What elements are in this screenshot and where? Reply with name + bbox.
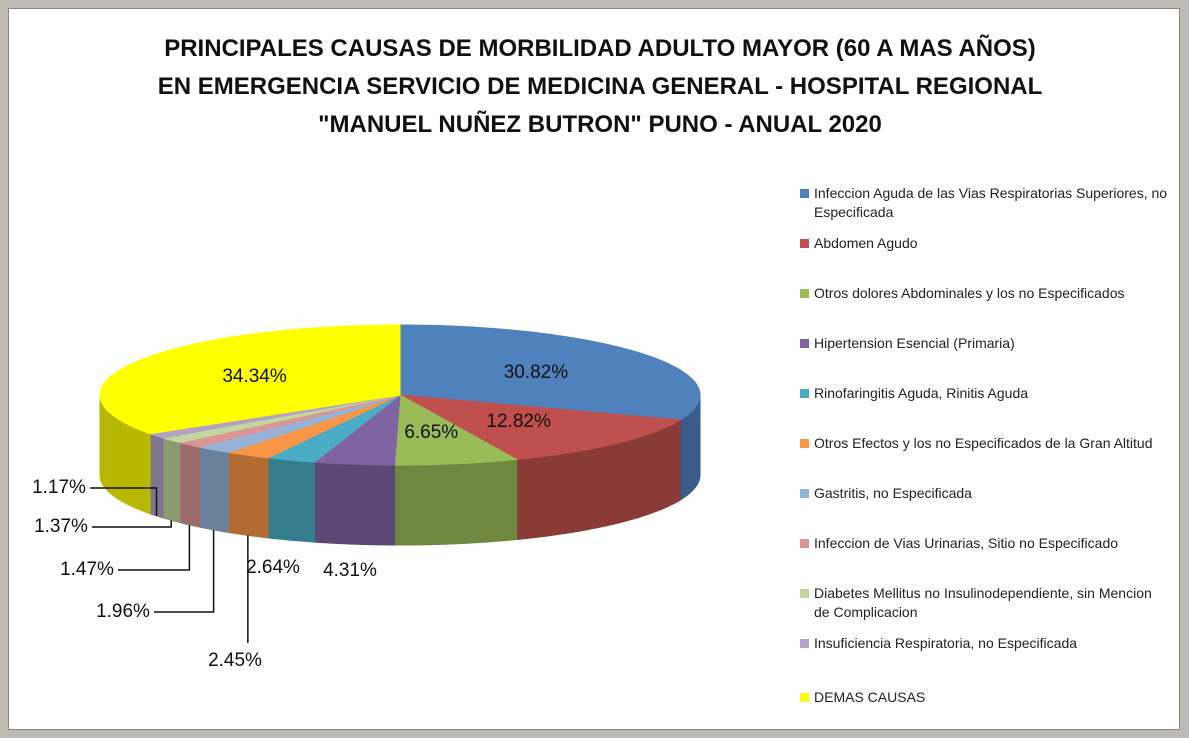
legend-item: Abdomen Agudo <box>800 234 1170 253</box>
legend-swatch <box>800 489 809 498</box>
legend-swatch <box>800 639 809 648</box>
legend-label: Otros Efectos y los no Especificados de … <box>814 435 1153 451</box>
legend-swatch <box>800 289 809 298</box>
data-label: 30.82% <box>504 362 569 383</box>
legend-item: DEMAS CAUSAS <box>800 688 1170 707</box>
pie-side <box>314 462 394 545</box>
data-label: 2.45% <box>208 650 262 671</box>
legend-swatch <box>800 339 809 348</box>
data-label: 1.96% <box>96 601 150 622</box>
leader-line <box>118 525 189 570</box>
legend-item: Infeccion de Vias Urinarias, Sitio no Es… <box>800 534 1170 553</box>
pie-side <box>163 438 180 523</box>
legend-item: Hipertension Esencial (Primaria) <box>800 334 1170 353</box>
data-label: 12.82% <box>486 411 551 432</box>
legend-item: Rinofaringitis Aguda, Rinitis Aguda <box>800 384 1170 403</box>
legend-label: Gastritis, no Especificada <box>814 485 972 501</box>
legend-swatch <box>800 189 809 198</box>
data-label: 1.47% <box>60 559 114 580</box>
legend-item: Insuficiencia Respiratoria, no Especific… <box>800 634 1170 653</box>
legend-label: Abdomen Agudo <box>814 235 918 251</box>
pie-side <box>268 458 314 542</box>
data-label: 4.31% <box>323 560 377 581</box>
legend-item: Otros dolores Abdominales y los no Espec… <box>800 284 1170 303</box>
legend-label: Otros dolores Abdominales y los no Espec… <box>814 285 1125 301</box>
legend-swatch <box>800 539 809 548</box>
pie-chart: 30.82% 12.82% 6.65% 4.31% 2.64% 2.45% 1.96% 1.4… <box>0 0 1189 738</box>
pie-side <box>199 447 228 532</box>
pie-side <box>395 459 517 545</box>
data-label: 2.64% <box>246 557 300 578</box>
data-label: 1.17% <box>32 477 86 498</box>
legend-label: Diabetes Mellitus no Insulinodependiente… <box>814 585 1152 620</box>
legend-item: Otros Efectos y los no Especificados de … <box>800 434 1170 453</box>
legend-swatch <box>800 239 809 248</box>
legend-item: Gastritis, no Especificada <box>800 484 1170 503</box>
legend-label: Hipertension Esencial (Primaria) <box>814 335 1015 351</box>
legend-label: Insuficiencia Respiratoria, no Especific… <box>814 635 1077 651</box>
legend-swatch <box>800 589 809 598</box>
page: PRINCIPALES CAUSAS DE MORBILIDAD ADULTO … <box>0 0 1189 738</box>
legend-label: Rinofaringitis Aguda, Rinitis Aguda <box>814 385 1028 401</box>
data-label: 6.65% <box>404 422 458 443</box>
leader-line <box>154 530 214 612</box>
leader-line <box>92 520 171 527</box>
legend-swatch <box>800 693 809 702</box>
legend-swatch <box>800 389 809 398</box>
legend-label: Infeccion de Vias Urinarias, Sitio no Es… <box>814 535 1118 551</box>
data-label: 34.34% <box>222 366 287 387</box>
legend-swatch <box>800 439 809 448</box>
legend-label: Infeccion Aguda de las Vias Respiratoria… <box>814 185 1167 220</box>
legend-label: DEMAS CAUSAS <box>814 689 925 705</box>
pie-side <box>228 452 268 537</box>
pie-side <box>180 443 200 528</box>
legend-item: Diabetes Mellitus no Insulinodependiente… <box>800 584 1170 622</box>
data-label: 1.37% <box>34 516 88 537</box>
legend-item: Infeccion Aguda de las Vias Respiratoria… <box>800 184 1170 222</box>
